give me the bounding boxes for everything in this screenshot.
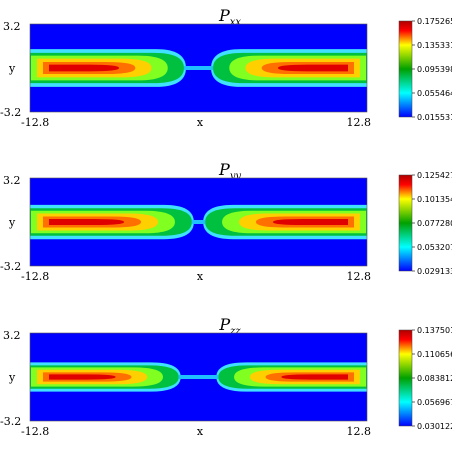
y-tick-bottom: -3.2	[0, 106, 21, 119]
colorbar	[398, 174, 413, 272]
panel-xx: Pxx 3.2 -3.2 y -12.8 12.8 x 0.175265 0.135331 0.0…	[0, 6, 452, 129]
x-tick-left: -12.8	[21, 116, 49, 129]
x-tick-right: 12.8	[347, 425, 372, 438]
title-subscript: xx	[230, 17, 242, 28]
heatmap-field	[30, 24, 367, 112]
y-axis-label: y	[8, 62, 16, 75]
y-tick-top: 3.2	[3, 329, 21, 342]
y-tick-bottom: -3.2	[0, 260, 21, 273]
colorbar-tick-label: 0.015531	[417, 113, 452, 122]
colorbar-tick-label: 0.055464	[417, 89, 452, 98]
colorbar-tick-label: 0.110656	[417, 350, 452, 359]
colorbar-tick-label: 0.137501	[417, 326, 452, 335]
colorbar-tick-label: 0.029133	[417, 267, 452, 276]
right-lobe-level-5	[281, 374, 348, 380]
center-connector	[191, 220, 206, 224]
colorbar-tick-label: 0.056967	[417, 398, 452, 407]
x-tick-right: 12.8	[347, 116, 372, 129]
y-axis-label: y	[8, 216, 16, 229]
x-tick-left: -12.8	[21, 425, 49, 438]
plot-frame	[29, 23, 368, 113]
y-tick-top: 3.2	[3, 174, 21, 187]
y-axis-label: y	[8, 371, 16, 384]
colorbar-tick-label: 0.077280	[417, 219, 452, 228]
panel-title: Pzz	[218, 315, 241, 337]
x-tick-right: 12.8	[347, 270, 372, 283]
title-main: P	[218, 160, 230, 179]
plot-frame	[29, 332, 368, 422]
panel-zz: Pzz 3.2 -3.2 y -12.8 12.8 x 0.137501 0.110656 0.0…	[0, 315, 452, 438]
right-lobe-level-5	[272, 218, 348, 226]
colorbar-tick-label: 0.030122	[417, 422, 452, 431]
colorbar-tick-label: 0.175265	[417, 17, 452, 26]
colorbar-tick-label: 0.101354	[417, 195, 452, 204]
center-connector	[178, 375, 219, 379]
plot-frame	[29, 177, 368, 267]
colorbar-tick-label: 0.135331	[417, 41, 452, 50]
panel-title: Pyy	[218, 160, 241, 182]
heatmap-field	[30, 178, 367, 266]
left-lobe-level-5	[49, 374, 116, 380]
x-axis-label: x	[197, 116, 204, 129]
title-subscript: zz	[229, 326, 241, 337]
colorbar-tick-label: 0.053207	[417, 243, 452, 252]
title-main: P	[218, 315, 230, 334]
colorbar-tick-label: 0.095398	[417, 65, 452, 74]
colorbar	[398, 20, 413, 118]
colorbar-tick-label: 0.125427	[417, 171, 452, 180]
heatmap-field	[30, 333, 367, 421]
title-main: P	[218, 6, 230, 25]
right-lobe-level-5	[277, 64, 348, 72]
x-tick-left: -12.8	[21, 270, 49, 283]
x-axis-label: x	[197, 425, 204, 438]
panel-yy: Pyy 3.2 -3.2 y -12.8 12.8 x 0.125427 0.101354 0.0…	[0, 160, 452, 283]
left-lobe-level-5	[49, 64, 120, 72]
left-lobe-level-5	[49, 218, 125, 226]
y-tick-top: 3.2	[3, 20, 21, 33]
colorbar-tick-label: 0.083812	[417, 374, 452, 383]
center-connector	[183, 66, 214, 70]
title-subscript: yy	[229, 171, 242, 182]
y-tick-bottom: -3.2	[0, 415, 21, 428]
panel-title: Pxx	[218, 6, 241, 28]
colorbar	[398, 329, 413, 427]
x-axis-label: x	[197, 270, 204, 283]
